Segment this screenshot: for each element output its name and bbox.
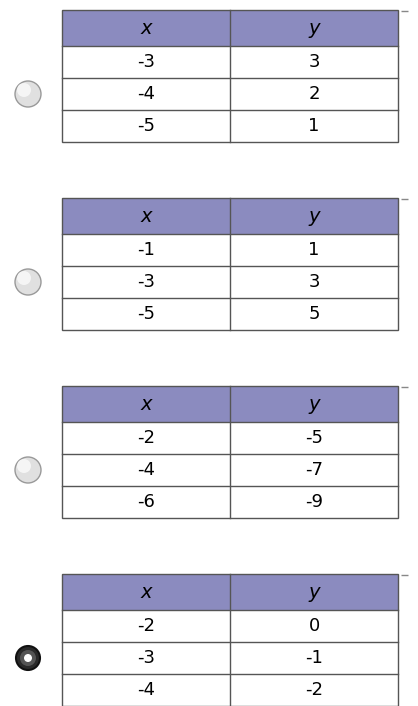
Text: x: x (140, 395, 152, 414)
Text: -3: -3 (137, 649, 155, 667)
Text: 1: 1 (308, 117, 320, 135)
Bar (62, 386, 398, 422)
Bar (62, 454, 398, 486)
Text: 5: 5 (308, 305, 320, 323)
Ellipse shape (16, 646, 40, 670)
Bar (62, 574, 398, 610)
Text: -4: -4 (137, 461, 155, 479)
Text: -2: -2 (137, 617, 155, 635)
Ellipse shape (17, 83, 31, 97)
Text: -2: -2 (137, 429, 155, 447)
Text: x: x (140, 206, 152, 225)
Bar (62, 198, 398, 234)
Ellipse shape (24, 654, 32, 662)
Ellipse shape (15, 457, 41, 483)
Bar (62, 642, 398, 674)
Text: -3: -3 (137, 273, 155, 291)
Text: -7: -7 (305, 461, 323, 479)
Text: 2: 2 (308, 85, 320, 103)
Text: 0: 0 (308, 617, 320, 635)
Bar (62, 298, 398, 330)
Bar (62, 78, 398, 110)
Text: -5: -5 (137, 305, 155, 323)
Bar (62, 198, 398, 330)
Text: -2: -2 (305, 681, 323, 699)
Bar (62, 674, 398, 706)
Bar (62, 386, 398, 518)
Text: -1: -1 (137, 241, 155, 259)
Bar (62, 266, 398, 298)
Ellipse shape (17, 271, 31, 285)
Text: y: y (308, 582, 320, 602)
Bar (62, 422, 398, 454)
Text: y: y (308, 395, 320, 414)
Text: x: x (140, 582, 152, 602)
Ellipse shape (15, 269, 41, 295)
Text: y: y (308, 206, 320, 225)
Text: y: y (308, 18, 320, 37)
Text: x: x (140, 18, 152, 37)
Text: -1: -1 (305, 649, 323, 667)
Ellipse shape (17, 459, 31, 473)
Text: -4: -4 (137, 85, 155, 103)
Text: -5: -5 (305, 429, 323, 447)
Bar (62, 234, 398, 266)
Text: -3: -3 (137, 53, 155, 71)
Text: -5: -5 (137, 117, 155, 135)
Bar (62, 574, 398, 706)
Bar (62, 486, 398, 518)
Text: -4: -4 (137, 681, 155, 699)
Text: 1: 1 (308, 241, 320, 259)
Bar (62, 110, 398, 142)
Text: 3: 3 (308, 273, 320, 291)
Bar (62, 10, 398, 142)
Text: 3: 3 (308, 53, 320, 71)
Text: -6: -6 (137, 493, 155, 511)
Ellipse shape (20, 650, 36, 666)
Text: -9: -9 (305, 493, 323, 511)
Ellipse shape (15, 81, 41, 107)
Bar (62, 610, 398, 642)
Bar (62, 46, 398, 78)
Bar (62, 10, 398, 46)
